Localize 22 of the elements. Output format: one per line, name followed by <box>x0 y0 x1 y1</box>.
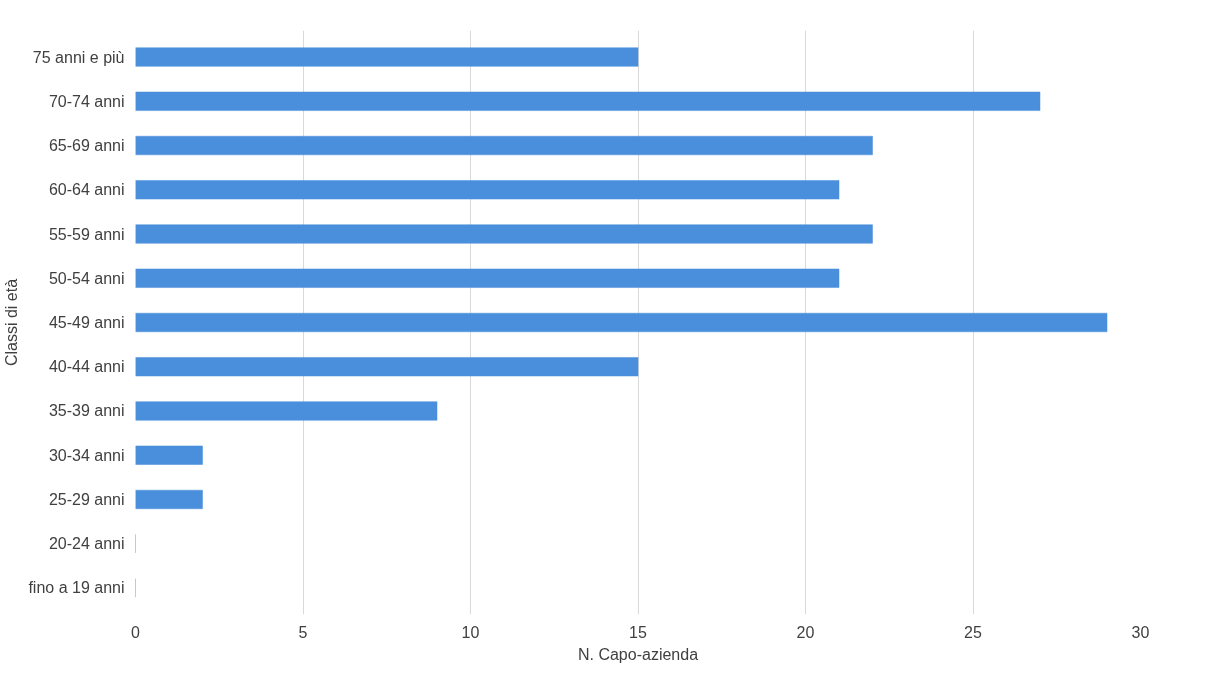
y-axis-title: Classi di età <box>3 278 21 367</box>
y-tick-label: 70-74 anni <box>48 92 125 110</box>
y-tick-label: 35-39 anni <box>48 402 125 420</box>
x-tick-label: 15 <box>629 623 647 641</box>
y-tick-label: 30-34 anni <box>48 446 125 464</box>
y-tick-label: 65-69 anni <box>48 137 125 155</box>
x-axis-title: N. Capo-azienda <box>577 645 699 663</box>
x-tick-label: 0 <box>131 623 141 641</box>
y-tick-label: 60-64 anni <box>48 181 125 199</box>
y-tick-label: 75 anni e più <box>32 48 125 66</box>
y-tick-label: 40-44 anni <box>48 358 125 376</box>
y-tick-label: 55-59 anni <box>48 225 125 243</box>
y-tick-label: 25-29 anni <box>48 490 125 508</box>
x-tick-label: 5 <box>298 623 308 641</box>
y-tick-label: fino a 19 anni <box>28 579 125 597</box>
y-tick-label: 50-54 anni <box>48 269 125 287</box>
y-tick-label: 45-49 anni <box>48 314 125 331</box>
y-tick-label: 20-24 anni <box>48 535 125 553</box>
x-tick-label: 20 <box>796 623 815 641</box>
x-tick-label: 10 <box>461 623 480 641</box>
x-tick-label: 25 <box>964 623 982 641</box>
x-tick-label: 30 <box>1131 623 1150 641</box>
